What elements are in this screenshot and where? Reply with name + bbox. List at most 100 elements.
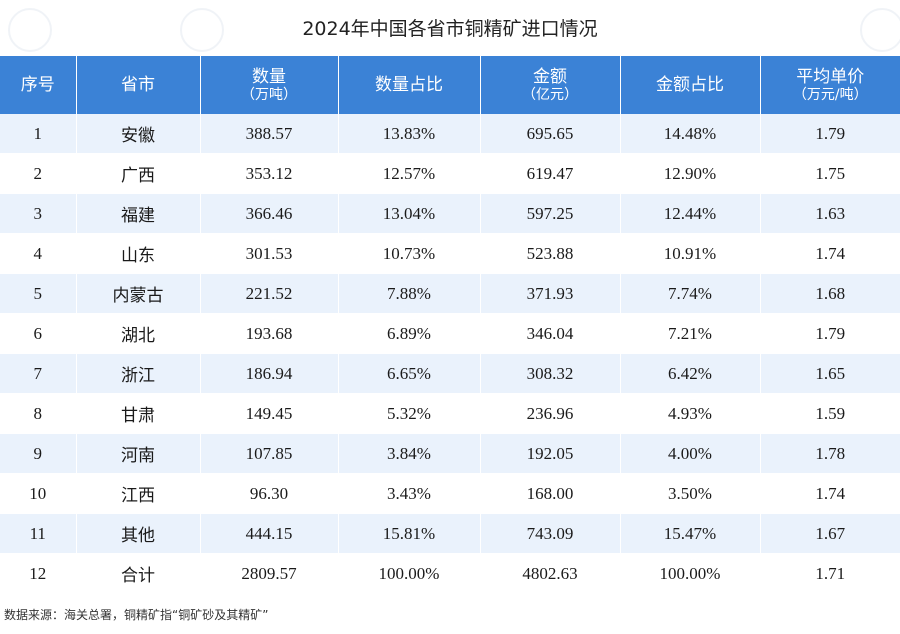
- table-cell: 河南: [76, 433, 201, 474]
- column-header-label: 数量: [252, 66, 286, 87]
- table-cell: 1.68: [760, 273, 900, 314]
- column-header: 金额 （亿元）: [480, 56, 621, 114]
- table-row: 6 湖北 193.68 6.89% 346.04 7.21% 1.79: [0, 313, 900, 354]
- table-cell: 221.52: [200, 273, 339, 314]
- table-row: 4 山东 301.53 10.73% 523.88 10.91% 1.74: [0, 233, 900, 274]
- table-cell: 3.43%: [338, 473, 481, 514]
- column-header: 序号: [0, 56, 77, 114]
- table-cell: 4802.63: [480, 553, 621, 594]
- column-header-unit: （亿元）: [522, 86, 578, 103]
- table-cell: 2809.57: [200, 553, 339, 594]
- table-cell: 3.50%: [620, 473, 761, 514]
- table-cell: 695.65: [480, 114, 621, 154]
- column-header-unit: （万吨）: [241, 86, 297, 103]
- table-cell: 6.65%: [338, 353, 481, 394]
- table-cell: 1.75: [760, 153, 900, 194]
- table-cell: 1.79: [760, 114, 900, 154]
- table-body: 1 安徽 388.57 13.83% 695.65 14.48% 1.79 2 广西 353.12…: [0, 114, 900, 594]
- table-cell: 8: [0, 393, 77, 434]
- table-cell: 13.04%: [338, 193, 481, 234]
- table-cell: 371.93: [480, 273, 621, 314]
- table-cell: 3.84%: [338, 433, 481, 474]
- table-cell: 10.73%: [338, 233, 481, 274]
- table-cell: 1.78: [760, 433, 900, 474]
- table-cell: 6: [0, 313, 77, 354]
- table-cell: 301.53: [200, 233, 339, 274]
- copper-import-table: 序号 省市 数量 （万吨） 数量占比 金额 （亿元） 金额占比 平均单价 （万元/吨） 1 安徽 38…: [0, 56, 900, 594]
- table-cell: 12: [0, 553, 77, 594]
- table-cell: 12.90%: [620, 153, 761, 194]
- table-cell: 100.00%: [338, 553, 481, 594]
- table-cell: 168.00: [480, 473, 621, 514]
- table-cell: 12.44%: [620, 193, 761, 234]
- table-title: 2024年中国各省市铜精矿进口情况: [302, 18, 598, 40]
- table-cell: 5: [0, 273, 77, 314]
- table-cell: 236.96: [480, 393, 621, 434]
- table-cell: 5.32%: [338, 393, 481, 434]
- table-cell: 7.88%: [338, 273, 481, 314]
- table-cell: 合计: [76, 553, 201, 594]
- table-cell: 浙江: [76, 353, 201, 394]
- table-cell: 12.57%: [338, 153, 481, 194]
- table-cell: 6.42%: [620, 353, 761, 394]
- watermark-icon: [860, 8, 900, 52]
- table-row: 12 合计 2809.57 100.00% 4802.63 100.00% 1.71: [0, 553, 900, 594]
- table-cell: 1.65: [760, 353, 900, 394]
- table-cell: 4.93%: [620, 393, 761, 434]
- table-cell: 192.05: [480, 433, 621, 474]
- table-cell: 湖北: [76, 313, 201, 354]
- table-cell: 619.47: [480, 153, 621, 194]
- table-cell: 6.89%: [338, 313, 481, 354]
- table-cell: 444.15: [200, 513, 339, 554]
- column-header: 金额占比: [620, 56, 761, 114]
- table-cell: 149.45: [200, 393, 339, 434]
- table-cell: 107.85: [200, 433, 339, 474]
- table-row: 7 浙江 186.94 6.65% 308.32 6.42% 1.65: [0, 353, 900, 394]
- table-cell: 1.79: [760, 313, 900, 354]
- table-cell: 308.32: [480, 353, 621, 394]
- watermark-icon: [8, 8, 52, 52]
- table-cell: 山东: [76, 233, 201, 274]
- column-header-label: 平均单价: [796, 66, 865, 87]
- table-cell: 甘肃: [76, 393, 201, 434]
- column-header: 数量占比: [338, 56, 481, 114]
- column-header-label: 序号: [20, 75, 55, 95]
- table-cell: 3: [0, 193, 77, 234]
- table-cell: 193.68: [200, 313, 339, 354]
- table-cell: 7.74%: [620, 273, 761, 314]
- table-cell: 743.09: [480, 513, 621, 554]
- table-cell: 7: [0, 353, 77, 394]
- column-header-label: 金额: [533, 66, 567, 87]
- table-cell: 15.47%: [620, 513, 761, 554]
- table-cell: 江西: [76, 473, 201, 514]
- table-cell: 2: [0, 153, 77, 194]
- table-row: 5 内蒙古 221.52 7.88% 371.93 7.74% 1.68: [0, 273, 900, 314]
- table-cell: 1.67: [760, 513, 900, 554]
- table-cell: 4.00%: [620, 433, 761, 474]
- table-cell: 14.48%: [620, 114, 761, 154]
- table-cell: 广西: [76, 153, 201, 194]
- column-header: 省市: [76, 56, 201, 114]
- table-cell: 10.91%: [620, 233, 761, 274]
- header-row: 序号 省市 数量 （万吨） 数量占比 金额 （亿元） 金额占比 平均单价 （万元/吨）: [0, 56, 900, 114]
- table-cell: 1: [0, 114, 77, 154]
- column-header: 平均单价 （万元/吨）: [760, 56, 900, 114]
- column-header-unit: （万元/吨）: [792, 86, 868, 103]
- table-cell: 安徽: [76, 114, 201, 154]
- table-cell: 9: [0, 433, 77, 474]
- table-cell: 其他: [76, 513, 201, 554]
- source-note: 数据来源：海关总署，铜精矿指“铜矿砂及其精矿”: [4, 608, 269, 622]
- table-cell: 7.21%: [620, 313, 761, 354]
- table-cell: 15.81%: [338, 513, 481, 554]
- watermark-icon: [180, 8, 224, 52]
- table-cell: 内蒙古: [76, 273, 201, 314]
- table-row: 9 河南 107.85 3.84% 192.05 4.00% 1.78: [0, 433, 900, 474]
- table-cell: 1.74: [760, 473, 900, 514]
- table-cell: 96.30: [200, 473, 339, 514]
- table-cell: 366.46: [200, 193, 339, 234]
- table-cell: 13.83%: [338, 114, 481, 154]
- table-cell: 353.12: [200, 153, 339, 194]
- table-cell: 1.74: [760, 233, 900, 274]
- table-cell: 1.59: [760, 393, 900, 434]
- table-cell: 10: [0, 473, 77, 514]
